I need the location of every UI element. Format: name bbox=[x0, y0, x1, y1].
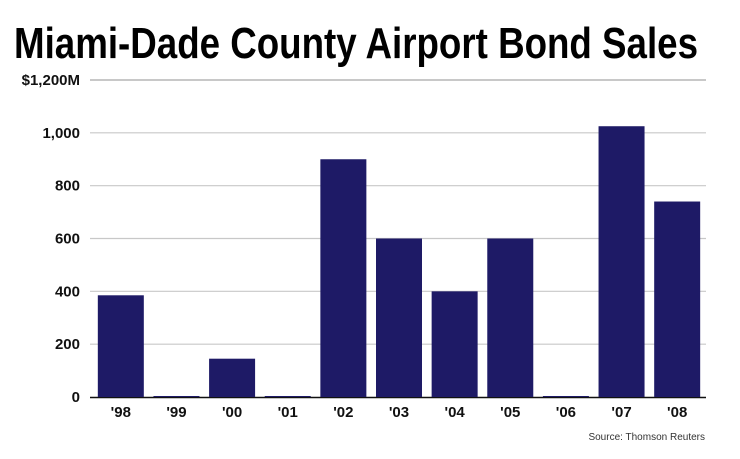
x-tick-label: '05 bbox=[500, 404, 520, 421]
y-axis-ticks: 0 200 400 600 800 1,000 $1,200M bbox=[22, 72, 80, 406]
y-tick-label: 400 bbox=[55, 283, 80, 300]
gridlines bbox=[90, 79, 706, 399]
bar bbox=[598, 126, 645, 398]
bar bbox=[542, 396, 589, 397]
bar bbox=[487, 238, 534, 397]
x-axis-ticks: '98 '99 '00 '01 '02 '03 '04 '05 '06 '07 '08 bbox=[111, 404, 688, 421]
bar bbox=[320, 159, 367, 397]
bar bbox=[264, 396, 311, 397]
chart-title: Miami-Dade County Airport Bond Sales bbox=[14, 19, 698, 68]
x-tick-label: '01 bbox=[278, 404, 298, 421]
bar bbox=[431, 291, 478, 397]
y-tick-label: 0 bbox=[72, 389, 80, 406]
y-tick-label: 1,000 bbox=[42, 125, 80, 142]
source-note: Source: Thomson Reuters bbox=[588, 432, 705, 443]
x-tick-label: '98 bbox=[111, 404, 131, 421]
x-tick-label: '07 bbox=[611, 404, 631, 421]
bar bbox=[376, 238, 422, 397]
x-tick-label: '08 bbox=[667, 404, 687, 421]
bars bbox=[97, 126, 701, 398]
bar bbox=[97, 295, 144, 397]
bar bbox=[654, 201, 701, 397]
y-tick-label: 800 bbox=[55, 178, 80, 195]
x-tick-label: '04 bbox=[445, 404, 466, 421]
x-tick-label: '06 bbox=[556, 404, 576, 421]
x-tick-label: '99 bbox=[166, 404, 186, 421]
y-tick-label: 600 bbox=[55, 231, 80, 248]
x-tick-label: '03 bbox=[389, 404, 409, 421]
bar bbox=[153, 396, 200, 397]
y-tick-label: 200 bbox=[55, 336, 80, 353]
x-tick-label: '00 bbox=[222, 404, 242, 421]
x-tick-label: '02 bbox=[333, 404, 353, 421]
y-tick-label: $1,200M bbox=[22, 72, 80, 89]
bar bbox=[209, 358, 256, 397]
